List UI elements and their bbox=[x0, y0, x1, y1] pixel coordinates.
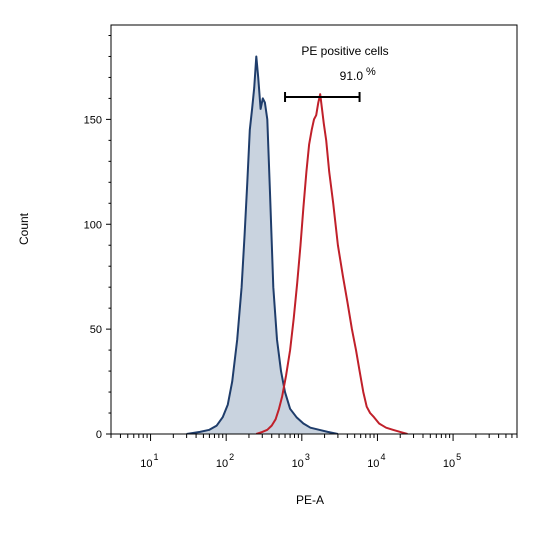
x-tick-label: 10 bbox=[443, 458, 455, 470]
plot-frame bbox=[110, 24, 518, 435]
y-axis-label: Count bbox=[17, 212, 31, 245]
x-tick-label: 10 bbox=[292, 458, 304, 470]
y-axis: 0 50 100 150 bbox=[84, 34, 111, 441]
gate-bar bbox=[284, 92, 361, 102]
gate-annotation: PE positive cells 91.0 % bbox=[284, 44, 389, 102]
series-2-line bbox=[255, 93, 408, 434]
x-tick-label: 10 bbox=[216, 458, 228, 470]
x-tick-label: 10 bbox=[367, 458, 379, 470]
x-tick-exponent: 5 bbox=[456, 452, 461, 462]
y-tick-label: 100 bbox=[84, 219, 102, 231]
y-tick-label: 150 bbox=[84, 114, 102, 126]
gate-unit: % bbox=[366, 66, 376, 78]
x-tick-exponent: 1 bbox=[154, 452, 159, 462]
series-1-area bbox=[186, 56, 338, 434]
x-axis-label: PE-A bbox=[296, 493, 324, 507]
x-tick-label: 10 bbox=[140, 458, 152, 470]
x-tick-exponent: 4 bbox=[380, 452, 385, 462]
series-layer bbox=[186, 55, 408, 434]
gate-label: PE positive cells bbox=[301, 44, 388, 58]
series-1-line bbox=[186, 55, 339, 434]
y-tick-label: 50 bbox=[90, 324, 102, 336]
x-tick-exponent: 2 bbox=[229, 452, 234, 462]
y-tick-label: 0 bbox=[96, 429, 102, 441]
x-tick-exponent: 3 bbox=[305, 452, 310, 462]
gate-value: 91.0 bbox=[340, 69, 364, 83]
